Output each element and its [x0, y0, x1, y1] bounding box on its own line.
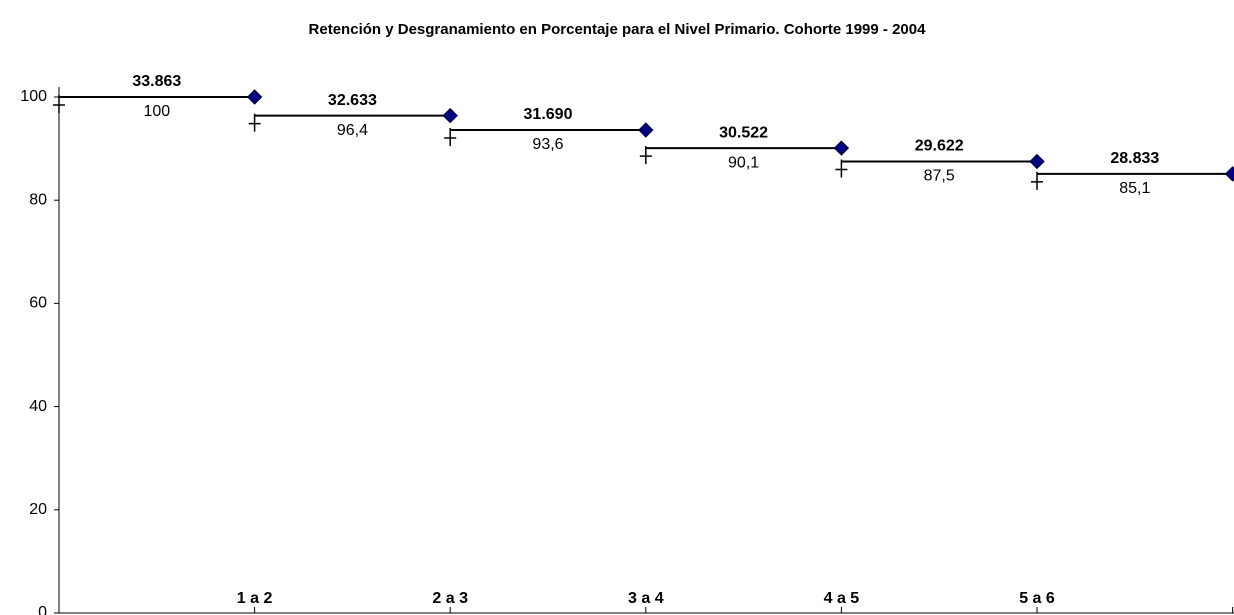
value-label: 100 — [143, 103, 170, 120]
y-tick-label: 20 — [29, 501, 47, 518]
step-cross — [1031, 171, 1043, 190]
y-tick-label: 40 — [29, 398, 47, 415]
value-label: 96,4 — [337, 122, 368, 139]
count-label: 31.690 — [524, 106, 573, 123]
y-tick-label: 0 — [38, 604, 47, 615]
x-tick-label: 4 a 5 — [824, 590, 860, 607]
marker — [442, 107, 458, 124]
step-cross — [639, 146, 652, 165]
marker — [246, 89, 263, 105]
value-label: 87,5 — [924, 168, 955, 185]
x-tick-label: 1 a 2 — [237, 590, 273, 607]
step-cross — [248, 113, 261, 132]
step-cross — [835, 159, 848, 178]
value-label: 85,1 — [1119, 180, 1150, 197]
count-label: 28.833 — [1110, 150, 1159, 167]
step-cross — [444, 128, 457, 147]
marker — [833, 140, 850, 156]
count-label: 32.633 — [328, 92, 377, 109]
x-tick-label: 2 a 3 — [432, 590, 468, 607]
count-label: 33.863 — [132, 73, 181, 90]
y-tick-label: 80 — [29, 191, 47, 208]
y-tick-label: 60 — [29, 295, 47, 312]
value-label: 90,1 — [728, 154, 759, 171]
marker — [1029, 153, 1045, 170]
chart-title: Retención y Desgranamiento en Porcentaje… — [309, 21, 927, 38]
step-cross — [53, 95, 65, 113]
count-label: 30.522 — [719, 124, 768, 141]
marker — [1224, 166, 1234, 182]
x-tick-label: 5 a 6 — [1019, 590, 1055, 607]
value-label: 93,6 — [532, 136, 563, 153]
count-label: 29.622 — [915, 138, 964, 155]
y-tick-label: 100 — [20, 88, 47, 105]
marker — [638, 122, 654, 138]
x-tick-label: 3 a 4 — [628, 590, 664, 607]
